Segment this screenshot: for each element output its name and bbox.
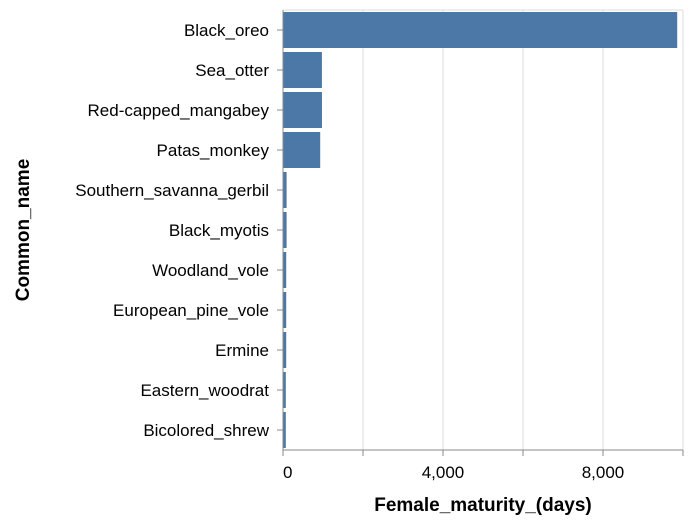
bar-Woodland_vole: [283, 252, 287, 288]
bar-Southern_savanna_gerbil: [283, 172, 287, 208]
y-tick-label-Red-capped_mangabey: Red-capped_mangabey: [88, 101, 270, 120]
y-axis: Black_oreo Sea_otter Red-capped_mangabey Pa…: [75, 10, 284, 450]
grid-lines: [282, 9, 684, 450]
bar-European_pine_vole: [283, 292, 287, 328]
x-axis: 0 4,000 8,000: [282, 449, 684, 482]
bar-Black_oreo: [283, 12, 678, 48]
bar-Eastern_woodrat: [283, 372, 286, 408]
y-tick-label-Black_myotis: Black_myotis: [169, 221, 269, 240]
bar-Sea_otter: [283, 52, 322, 88]
bar-Bicolored_shrew: [283, 412, 286, 448]
y-tick-label-Sea_otter: Sea_otter: [195, 61, 269, 80]
y-tick-label-Patas_monkey: Patas_monkey: [157, 141, 270, 160]
y-tick-label-Woodland_vole: Woodland_vole: [152, 261, 269, 280]
y-axis-title: Common_name: [13, 159, 34, 302]
y-tick-label-Black_oreo: Black_oreo: [184, 21, 269, 40]
bar-Black_myotis: [283, 212, 287, 248]
y-tick-label-Eastern_woodrat: Eastern_woodrat: [140, 381, 269, 400]
x-tick-label-2: 4,000: [422, 463, 465, 482]
bars: [283, 12, 678, 448]
y-tick-label-Bicolored_shrew: Bicolored_shrew: [143, 421, 269, 440]
y-tick-label-European_pine_vole: European_pine_vole: [113, 301, 269, 320]
y-tick-label-Ermine: Ermine: [215, 341, 269, 360]
y-tick-label-Southern_savanna_gerbil: Southern_savanna_gerbil: [75, 181, 269, 200]
bar-Red-capped_mangabey: [283, 92, 322, 128]
x-axis-title: Female_maturity_(days): [374, 495, 592, 516]
x-tick-label-4: 8,000: [582, 463, 625, 482]
bar-Patas_monkey: [283, 132, 321, 168]
x-tick-label-0: 0: [283, 463, 292, 482]
bar-Ermine: [283, 332, 287, 368]
